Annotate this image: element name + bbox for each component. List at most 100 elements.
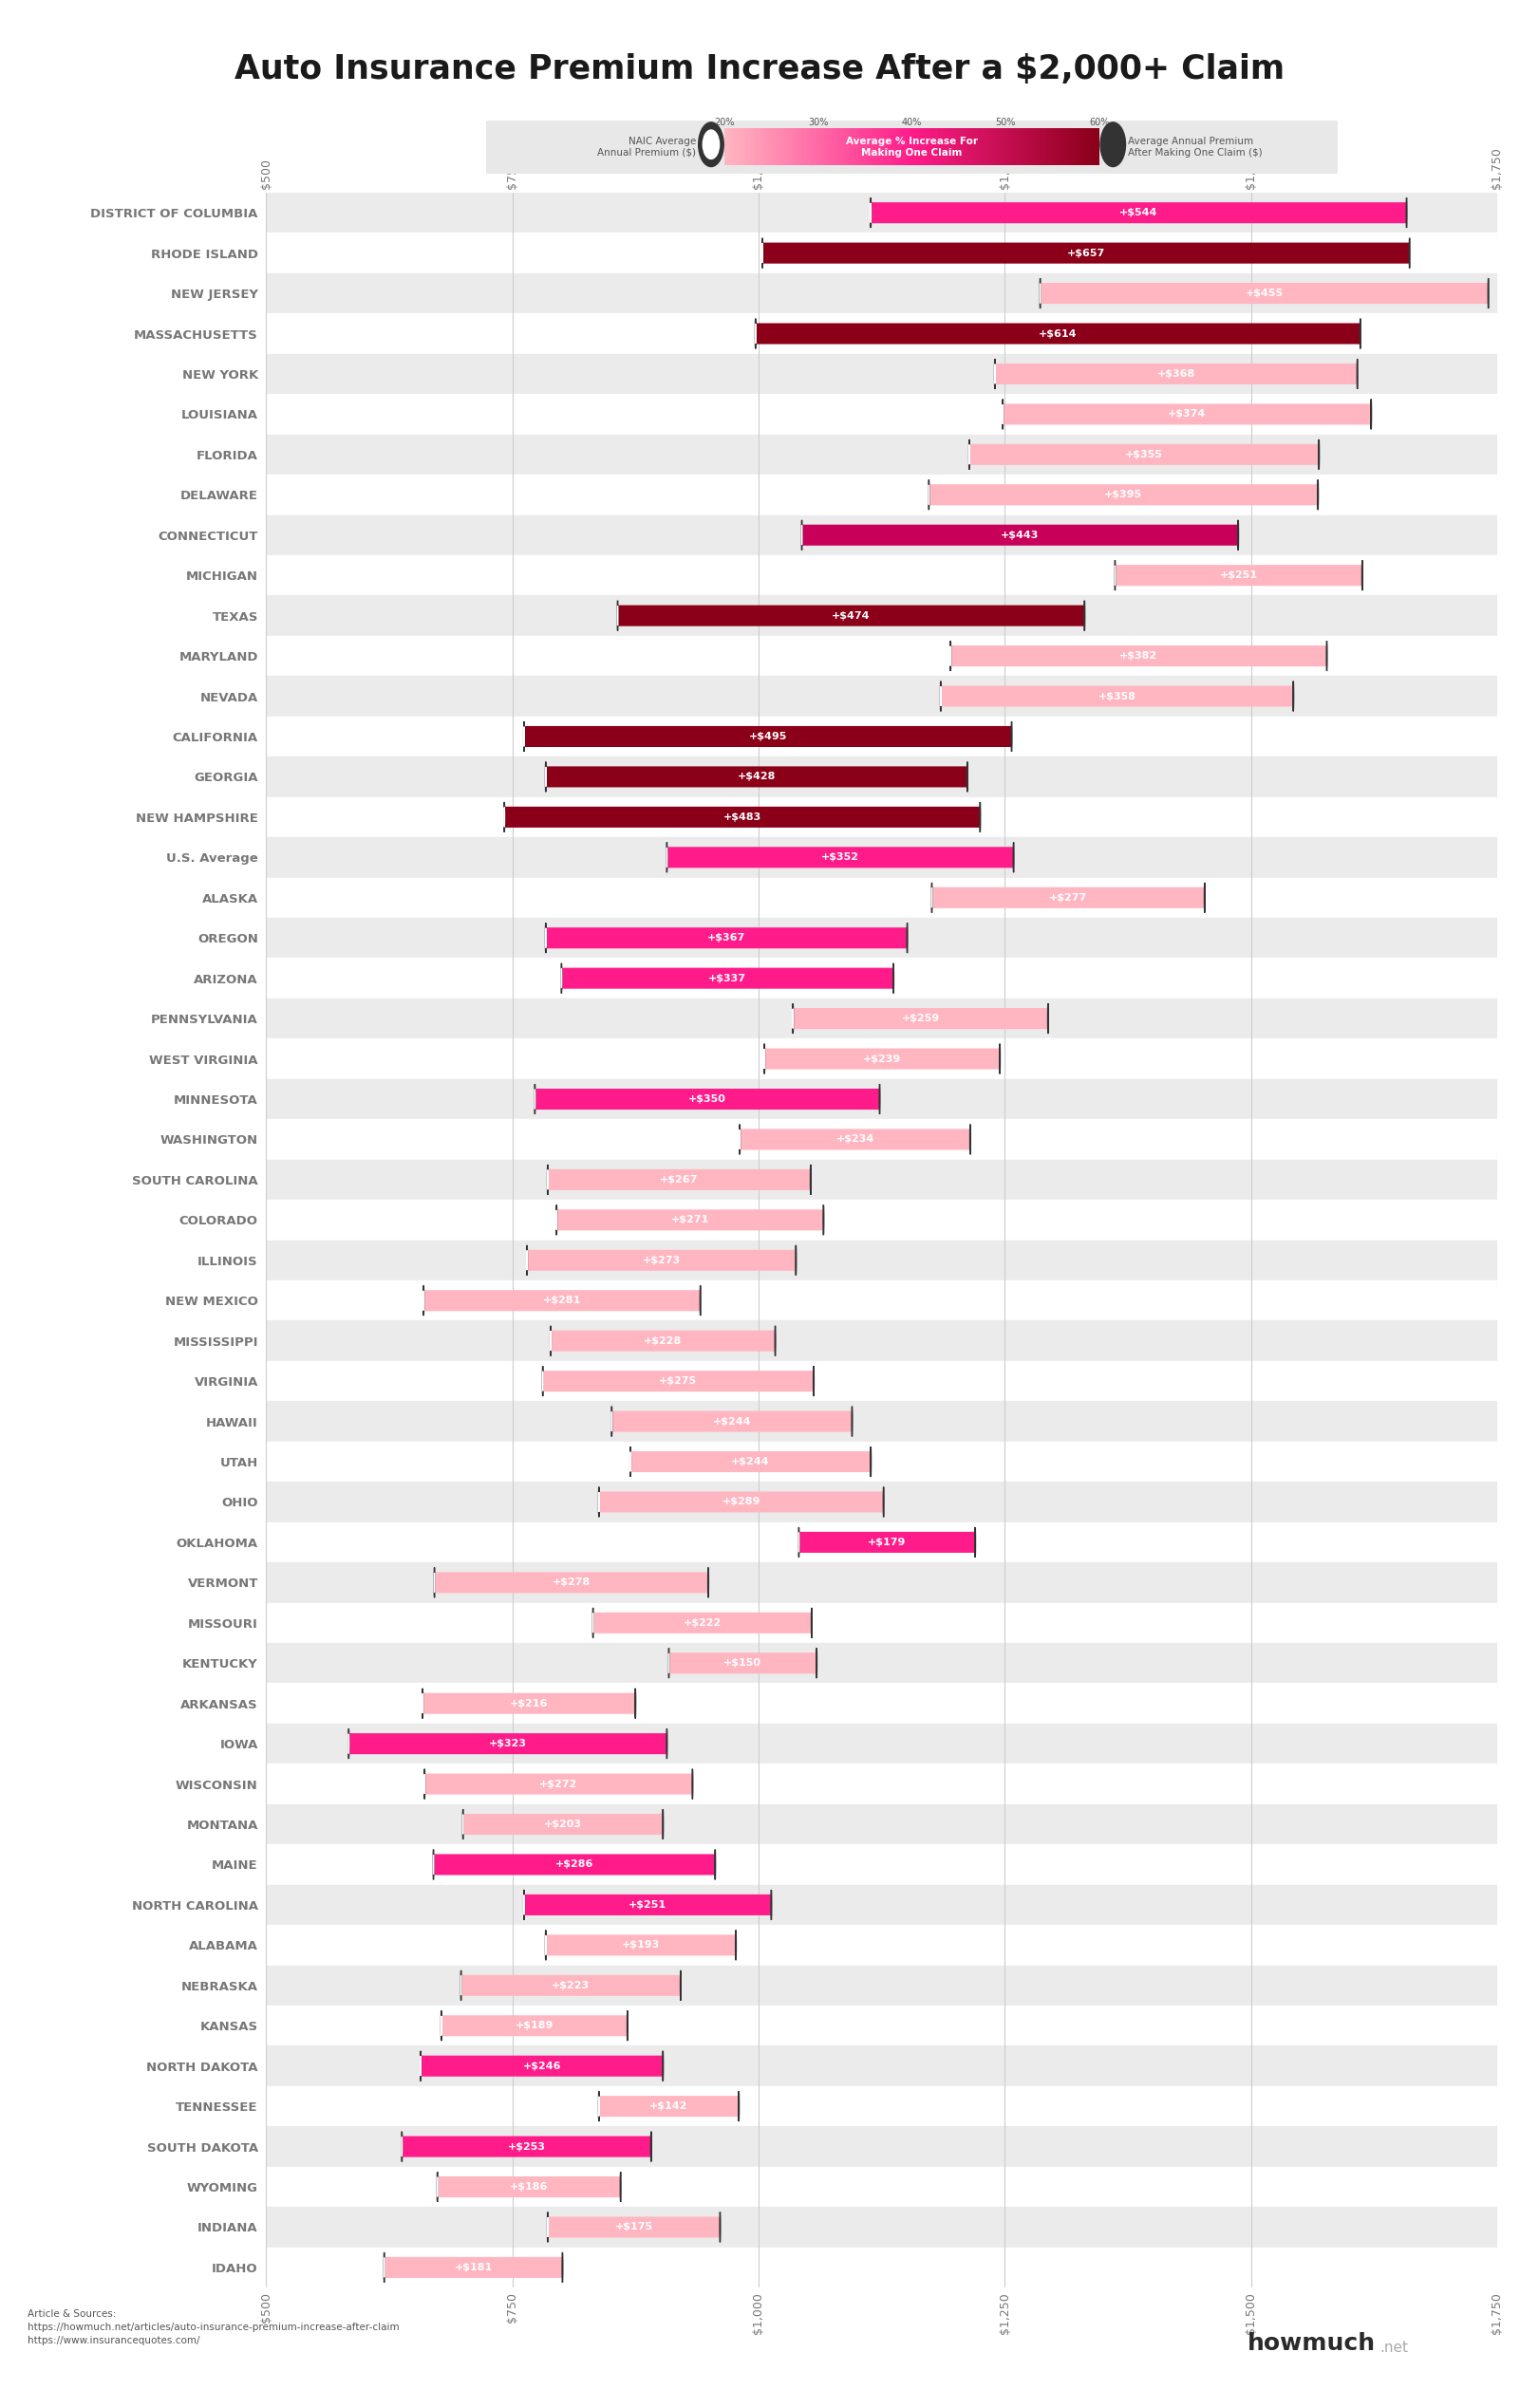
FancyBboxPatch shape bbox=[1116, 566, 1362, 585]
Text: howmuch: howmuch bbox=[1248, 2333, 1376, 2355]
Text: +$614: +$614 bbox=[1038, 330, 1078, 340]
Bar bbox=[266, 515, 1497, 556]
Bar bbox=[266, 1442, 1497, 1481]
Bar bbox=[266, 1683, 1497, 1724]
Bar bbox=[266, 2006, 1497, 2047]
FancyBboxPatch shape bbox=[950, 645, 1327, 667]
Text: +$657: +$657 bbox=[1067, 248, 1105, 258]
Text: +$278: +$278 bbox=[552, 1577, 590, 1587]
FancyBboxPatch shape bbox=[593, 1613, 812, 1633]
Bar bbox=[266, 1563, 1497, 1604]
Text: Auto Insurance Premium Increase After a $2,000+ Claim: Auto Insurance Premium Increase After a … bbox=[236, 53, 1284, 84]
Text: +$358: +$358 bbox=[1097, 691, 1135, 701]
Bar bbox=[266, 556, 1497, 595]
FancyBboxPatch shape bbox=[561, 968, 894, 990]
Bar bbox=[266, 1724, 1497, 1763]
FancyBboxPatch shape bbox=[1003, 405, 1371, 424]
Bar bbox=[266, 1965, 1497, 2006]
FancyBboxPatch shape bbox=[435, 1572, 708, 1594]
Text: +$281: +$281 bbox=[543, 1296, 581, 1305]
Text: +$223: +$223 bbox=[552, 1982, 590, 1989]
FancyBboxPatch shape bbox=[547, 1170, 810, 1190]
Circle shape bbox=[702, 130, 719, 159]
Bar bbox=[266, 313, 1497, 354]
Bar bbox=[266, 272, 1497, 313]
FancyBboxPatch shape bbox=[535, 1088, 880, 1110]
FancyBboxPatch shape bbox=[550, 1329, 775, 1351]
Text: +$367: +$367 bbox=[707, 934, 746, 942]
FancyBboxPatch shape bbox=[617, 604, 1084, 626]
Text: +$228: +$228 bbox=[644, 1336, 682, 1346]
Bar bbox=[266, 877, 1497, 917]
Circle shape bbox=[1100, 123, 1125, 166]
Text: +$203: +$203 bbox=[544, 1820, 582, 1830]
Text: +$474: +$474 bbox=[831, 612, 871, 621]
Text: +$181: +$181 bbox=[454, 2264, 492, 2273]
Bar bbox=[266, 474, 1497, 515]
Text: NAIC Average
Annual Premium ($): NAIC Average Annual Premium ($) bbox=[597, 137, 696, 157]
Text: Average % Increase For
Making One Claim: Average % Increase For Making One Claim bbox=[847, 137, 977, 157]
Bar bbox=[266, 433, 1497, 474]
Bar bbox=[266, 1763, 1497, 1804]
FancyBboxPatch shape bbox=[401, 2136, 651, 2158]
Bar bbox=[266, 718, 1497, 756]
Bar bbox=[266, 917, 1497, 958]
Text: +$395: +$395 bbox=[1105, 491, 1143, 498]
FancyBboxPatch shape bbox=[803, 525, 1239, 547]
FancyBboxPatch shape bbox=[461, 1975, 681, 1996]
FancyBboxPatch shape bbox=[669, 1652, 816, 1674]
Text: +$382: +$382 bbox=[1120, 650, 1158, 660]
Bar bbox=[266, 1038, 1497, 1079]
Bar bbox=[266, 1240, 1497, 1281]
Text: +$352: +$352 bbox=[821, 852, 859, 862]
Text: +$271: +$271 bbox=[670, 1216, 710, 1226]
FancyBboxPatch shape bbox=[543, 1370, 813, 1392]
Text: +$544: +$544 bbox=[1120, 207, 1158, 217]
Text: +$239: +$239 bbox=[863, 1055, 901, 1064]
Bar bbox=[266, 677, 1497, 715]
Text: Average Annual Premium
After Making One Claim ($): Average Annual Premium After Making One … bbox=[1128, 137, 1263, 157]
Text: +$251: +$251 bbox=[1219, 571, 1257, 580]
Text: +$186: +$186 bbox=[509, 2182, 549, 2191]
Text: +$244: +$244 bbox=[713, 1416, 751, 1426]
Text: .net: .net bbox=[1380, 2341, 1409, 2355]
Text: +$350: +$350 bbox=[689, 1093, 727, 1103]
Bar bbox=[266, 354, 1497, 395]
Text: +$273: +$273 bbox=[643, 1255, 681, 1264]
FancyBboxPatch shape bbox=[546, 766, 967, 787]
Bar bbox=[266, 756, 1497, 797]
Text: +$175: +$175 bbox=[614, 2223, 654, 2232]
FancyBboxPatch shape bbox=[970, 443, 1319, 465]
Bar bbox=[266, 2247, 1497, 2288]
Circle shape bbox=[699, 123, 724, 166]
Text: +$251: +$251 bbox=[629, 1900, 667, 1910]
FancyBboxPatch shape bbox=[871, 202, 1406, 224]
Text: +$244: +$244 bbox=[731, 1457, 769, 1466]
FancyBboxPatch shape bbox=[421, 2056, 663, 2076]
Bar bbox=[266, 2126, 1497, 2167]
Bar bbox=[266, 2167, 1497, 2208]
Bar bbox=[266, 1120, 1497, 1161]
FancyBboxPatch shape bbox=[667, 848, 1014, 867]
FancyBboxPatch shape bbox=[524, 727, 1012, 746]
Text: +$443: +$443 bbox=[1000, 530, 1040, 539]
FancyBboxPatch shape bbox=[348, 1734, 667, 1753]
Text: +$179: +$179 bbox=[868, 1539, 906, 1546]
FancyBboxPatch shape bbox=[599, 1491, 883, 1512]
FancyBboxPatch shape bbox=[763, 243, 1409, 262]
FancyBboxPatch shape bbox=[765, 1047, 1000, 1069]
Bar bbox=[266, 1079, 1497, 1120]
FancyBboxPatch shape bbox=[546, 927, 907, 949]
Bar bbox=[266, 1320, 1497, 1361]
Text: +$277: +$277 bbox=[1049, 893, 1087, 903]
Bar bbox=[266, 1885, 1497, 1924]
FancyBboxPatch shape bbox=[800, 1531, 976, 1553]
Text: +$142: +$142 bbox=[649, 2102, 689, 2112]
Bar bbox=[266, 234, 1497, 272]
FancyBboxPatch shape bbox=[556, 1209, 824, 1230]
Text: Article & Sources:
https://howmuch.net/articles/auto-insurance-premium-increase-: Article & Sources: https://howmuch.net/a… bbox=[27, 2309, 400, 2345]
Text: +$246: +$246 bbox=[523, 2061, 561, 2071]
FancyBboxPatch shape bbox=[424, 1291, 701, 1310]
FancyBboxPatch shape bbox=[932, 886, 1205, 908]
Bar bbox=[266, 1161, 1497, 1199]
